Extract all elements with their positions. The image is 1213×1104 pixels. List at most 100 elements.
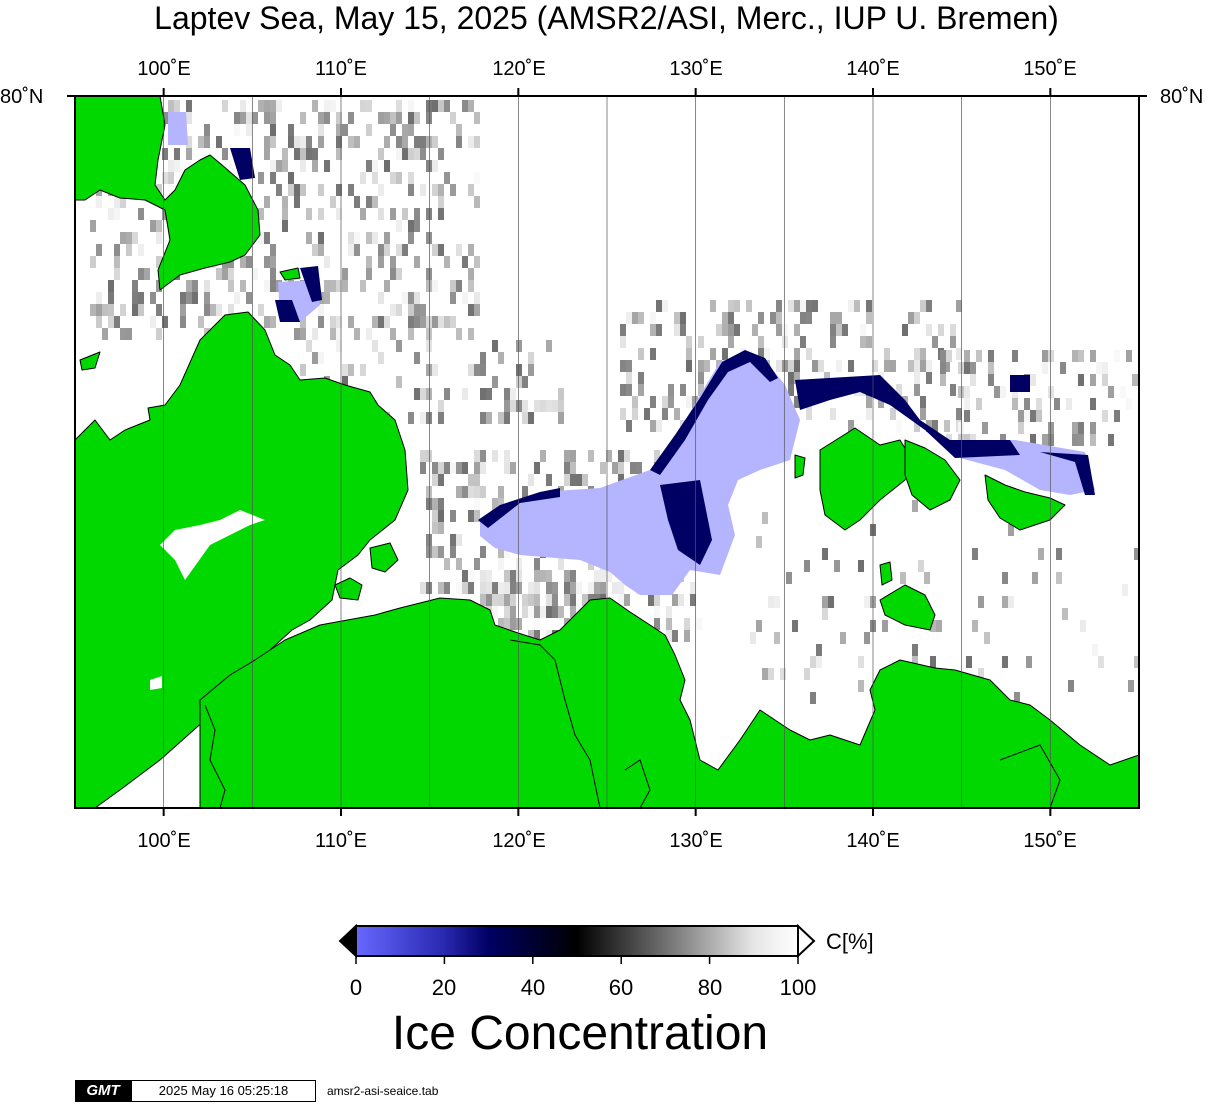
ice-pixel <box>848 300 854 312</box>
ice-pixel <box>438 184 444 196</box>
ice-pixel <box>618 462 624 474</box>
ice-pixel <box>912 656 918 668</box>
ice-pixel <box>474 136 480 148</box>
ice-pixel <box>456 534 462 546</box>
ice-pixel <box>204 280 210 292</box>
ice-pixel <box>324 292 330 304</box>
ice-pixel <box>288 184 294 196</box>
ice-pixel <box>976 350 982 362</box>
ice-pixel <box>920 360 926 372</box>
ice-pixel <box>432 160 438 172</box>
ice-pixel <box>528 412 534 424</box>
ice-pixel <box>450 184 456 196</box>
ice-pixel <box>156 256 162 268</box>
ice-pixel <box>402 244 408 256</box>
ice-pixel <box>384 160 390 172</box>
ice-pixel <box>324 160 330 172</box>
ice-pixel <box>150 316 156 328</box>
ice-pixel <box>270 244 276 256</box>
ice-pixel <box>1108 386 1114 398</box>
ice-pixel <box>342 280 348 292</box>
ice-pixel <box>138 292 144 304</box>
ice-pixel <box>366 100 372 112</box>
ice-pixel <box>782 324 788 336</box>
ice-pixel <box>594 582 600 594</box>
ice-pixel <box>504 412 510 424</box>
ice-pixel <box>534 606 540 618</box>
ice-pixel <box>964 350 970 362</box>
ice-pixel <box>360 364 366 376</box>
ice-pixel <box>510 606 516 618</box>
ice-pixel <box>970 362 976 374</box>
ice-pixel <box>936 620 942 632</box>
ice-pixel <box>330 316 336 328</box>
ice-pixel <box>408 172 414 184</box>
ice-pixel <box>378 256 384 268</box>
ice-pixel <box>1030 434 1036 446</box>
ice-pixel <box>504 570 510 582</box>
ice-pixel <box>674 324 680 336</box>
lon-label-bottom-130: 130˚E <box>669 830 723 852</box>
ice-pixel <box>540 606 546 618</box>
ice-pixel <box>722 348 728 360</box>
ice-pixel <box>926 300 932 312</box>
ice-pixel <box>926 372 932 384</box>
ice-pixel <box>840 632 846 644</box>
ice-pixel <box>932 336 938 348</box>
ice-pixel <box>426 486 432 498</box>
ice-pixel <box>384 112 390 124</box>
ice-pixel <box>312 244 318 256</box>
ice-pixel <box>474 558 480 570</box>
ice-pixel <box>1036 410 1042 422</box>
ice-pixel <box>522 606 528 618</box>
white-ice-on-land <box>150 510 265 690</box>
ice-pixel <box>534 618 540 630</box>
ice-pixel <box>656 420 662 432</box>
ice-pixel <box>474 510 480 522</box>
ice-pixel <box>528 474 534 486</box>
ice-pixel <box>812 360 818 372</box>
ice-pixel <box>690 582 696 594</box>
ice-pixel <box>174 160 180 172</box>
ice-pixel <box>330 280 336 292</box>
land-island-small-4 <box>334 577 363 601</box>
ice-pixel <box>920 300 926 312</box>
ice-pixel <box>138 304 144 316</box>
ice-pixel <box>264 232 270 244</box>
ice-pixel <box>462 582 468 594</box>
ice-pixel <box>366 160 372 172</box>
ice-pixel <box>414 292 420 304</box>
ice-pixel <box>420 412 426 424</box>
ice-pixel <box>450 546 456 558</box>
ice-pixel <box>878 396 884 408</box>
ice-pixel <box>644 408 650 420</box>
ice-pixel <box>450 510 456 522</box>
ice-pixel <box>970 374 976 386</box>
ice-pixel <box>216 304 222 316</box>
ice-pixel <box>234 124 240 136</box>
ice-pixel <box>312 352 318 364</box>
ice-pixel <box>396 112 402 124</box>
ice-pixel <box>378 208 384 220</box>
ice-pixel <box>264 100 270 112</box>
ice-pixel <box>900 572 906 584</box>
ice-pixel <box>126 232 132 244</box>
ice-pixel <box>1092 644 1098 656</box>
ice-pixel <box>132 304 138 316</box>
ice-pixel <box>270 112 276 124</box>
ice-pixel <box>330 196 336 208</box>
ice-pixel <box>270 280 276 292</box>
ice-pixel <box>528 582 534 594</box>
ice-pixel <box>672 630 678 642</box>
ice-pixel <box>390 268 396 280</box>
ice-pixel <box>510 388 516 400</box>
ice-pixel <box>728 336 734 348</box>
ice-pixel <box>366 196 372 208</box>
ice-pixel <box>408 292 414 304</box>
ice-pixel <box>1008 524 1014 536</box>
ice-pixel <box>456 582 462 594</box>
ice-pixel <box>432 546 438 558</box>
ice-pixel <box>384 316 390 328</box>
ice-pixel <box>728 324 734 336</box>
ice-pixel <box>746 300 752 312</box>
